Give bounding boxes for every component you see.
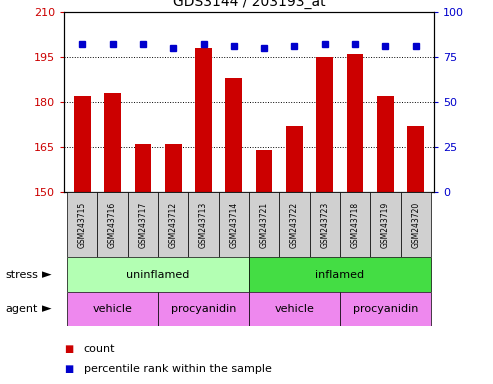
Bar	[104, 93, 121, 192]
Bar	[407, 126, 424, 192]
Text: GSM243715: GSM243715	[78, 202, 87, 248]
Text: percentile rank within the sample: percentile rank within the sample	[84, 364, 272, 374]
Bar	[135, 144, 151, 192]
Text: stress: stress	[5, 270, 38, 280]
Text: agent: agent	[5, 304, 37, 314]
Text: GSM243721: GSM243721	[260, 202, 269, 248]
Bar	[249, 192, 279, 257]
Bar	[310, 192, 340, 257]
Text: uninflamed: uninflamed	[126, 270, 190, 280]
Text: GSM243719: GSM243719	[381, 202, 390, 248]
Text: ►: ►	[42, 303, 52, 316]
Text: vehicle: vehicle	[93, 304, 133, 314]
Text: count: count	[84, 344, 115, 354]
Bar	[128, 192, 158, 257]
Bar	[74, 96, 91, 192]
Bar	[279, 192, 310, 257]
Text: GSM243716: GSM243716	[108, 202, 117, 248]
Bar	[256, 150, 273, 192]
Bar	[400, 192, 431, 257]
Bar	[340, 292, 431, 326]
Text: inflamed: inflamed	[316, 270, 364, 280]
Bar	[188, 192, 219, 257]
Bar	[219, 192, 249, 257]
Bar	[98, 192, 128, 257]
Bar	[347, 54, 363, 192]
Bar	[225, 78, 242, 192]
Text: procyanidin: procyanidin	[352, 304, 418, 314]
Bar	[317, 56, 333, 192]
Text: GSM243718: GSM243718	[351, 202, 359, 248]
Text: vehicle: vehicle	[275, 304, 315, 314]
Bar	[340, 192, 370, 257]
Title: GDS3144 / 203193_at: GDS3144 / 203193_at	[173, 0, 325, 9]
Bar	[158, 292, 249, 326]
Text: GSM243722: GSM243722	[290, 202, 299, 248]
Text: GSM243712: GSM243712	[169, 202, 177, 248]
Bar	[165, 144, 181, 192]
Text: ►: ►	[42, 268, 52, 281]
Bar	[158, 192, 188, 257]
Bar	[249, 257, 431, 292]
Text: GSM243723: GSM243723	[320, 202, 329, 248]
Text: GSM243717: GSM243717	[139, 202, 147, 248]
Bar	[249, 292, 340, 326]
Text: ■: ■	[64, 364, 73, 374]
Bar	[286, 126, 303, 192]
Bar	[370, 192, 400, 257]
Text: procyanidin: procyanidin	[171, 304, 236, 314]
Bar	[67, 292, 158, 326]
Text: GSM243720: GSM243720	[411, 202, 420, 248]
Bar	[195, 48, 212, 192]
Bar	[67, 257, 249, 292]
Text: GSM243713: GSM243713	[199, 202, 208, 248]
Text: GSM243714: GSM243714	[229, 202, 238, 248]
Text: ■: ■	[64, 344, 73, 354]
Bar	[67, 192, 98, 257]
Bar	[377, 96, 394, 192]
